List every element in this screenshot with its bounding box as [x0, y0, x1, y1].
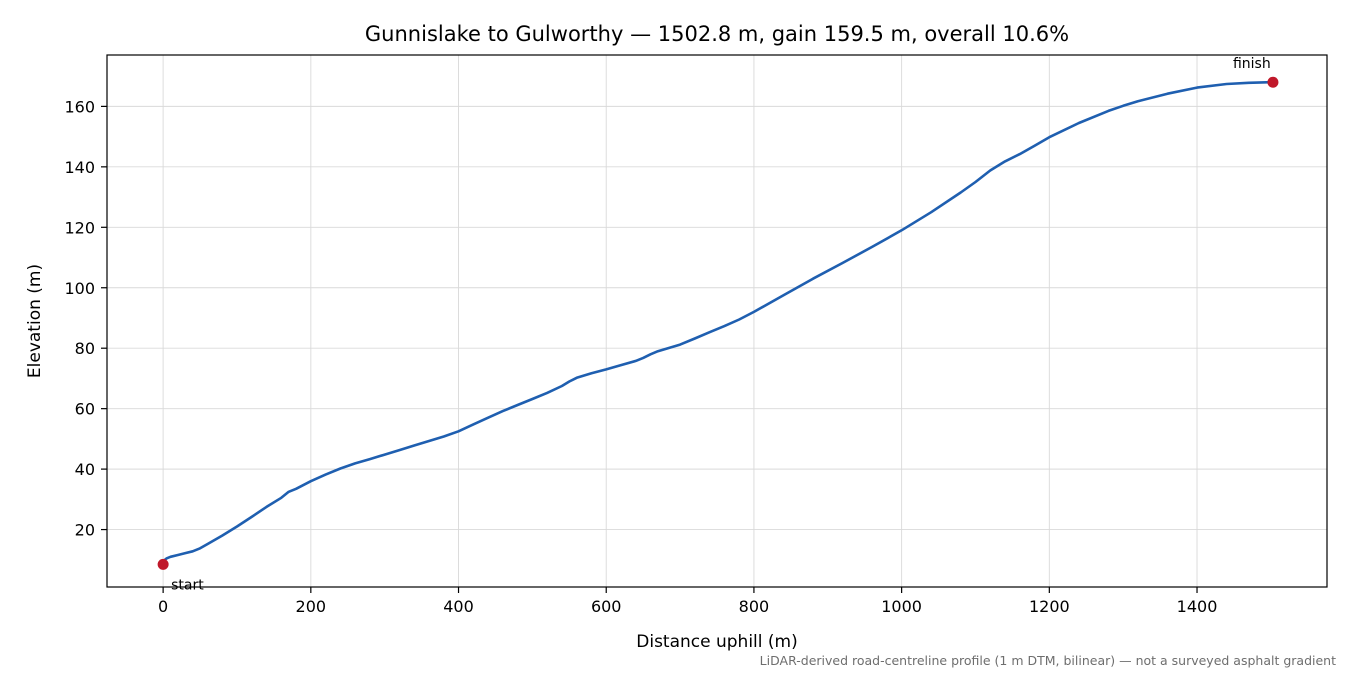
- series-layer: [161, 80, 1275, 563]
- finish-label: finish: [1233, 56, 1271, 72]
- finish-marker: [1267, 76, 1279, 88]
- chart-title: Gunnislake to Gulworthy — 1502.8 m, gain…: [365, 22, 1069, 46]
- y-tick-label: 160: [64, 97, 95, 116]
- x-tick-label: 200: [296, 597, 327, 616]
- y-tick-label: 20: [75, 521, 95, 540]
- x-axis-label: Distance uphill (m): [636, 632, 797, 652]
- x-tick-label: 600: [591, 597, 622, 616]
- x-tick-label: 1400: [1177, 597, 1218, 616]
- y-tick-label: 100: [64, 279, 95, 298]
- y-tick-label: 60: [75, 400, 95, 419]
- grid: [107, 55, 1327, 587]
- plot-frame: [106, 54, 1328, 588]
- x-tick-label: 1200: [1029, 597, 1070, 616]
- start-label: start: [171, 577, 204, 593]
- y-tick-label: 80: [75, 339, 95, 358]
- y-tick-label: 120: [64, 218, 95, 237]
- y-tick-label: 40: [75, 460, 95, 479]
- y-axis: 20 40 60 80 100 120 140 160: [64, 97, 107, 540]
- x-tick-label: 0: [158, 597, 168, 616]
- x-tick-label: 800: [739, 597, 770, 616]
- x-tick-label: 1000: [881, 597, 922, 616]
- marker-layer: start finish: [157, 56, 1279, 593]
- y-axis-label: Elevation (m): [25, 264, 45, 378]
- y-tick-label: 140: [64, 158, 95, 177]
- footnote: LiDAR-derived road-centreline profile (1…: [760, 653, 1336, 668]
- start-marker: [157, 558, 169, 570]
- x-tick-label: 400: [443, 597, 474, 616]
- elevation-line: [161, 80, 1275, 563]
- x-axis: 0 200 400 600 800 1000 1200 1400: [158, 587, 1217, 616]
